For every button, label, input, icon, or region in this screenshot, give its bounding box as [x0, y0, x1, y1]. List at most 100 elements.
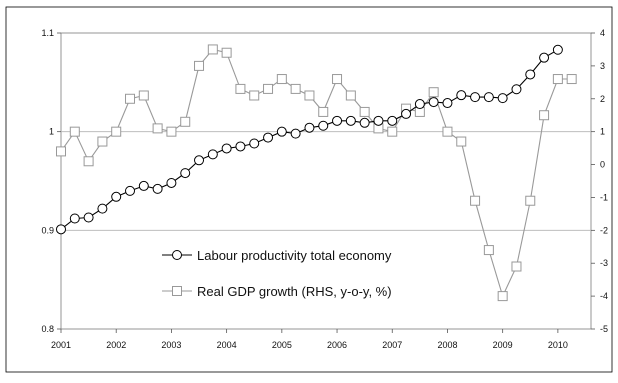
data-point-circle	[552, 44, 563, 55]
chart-outer-border	[5, 6, 613, 373]
data-point-circle	[345, 115, 356, 126]
data-point-square	[304, 90, 315, 101]
data-point-square	[442, 126, 453, 137]
data-point-square	[345, 90, 356, 101]
data-point-circle	[235, 141, 246, 152]
data-point-square	[166, 126, 177, 137]
series-labour-productivity	[56, 44, 563, 235]
data-point-square	[552, 74, 563, 85]
data-point-square	[125, 93, 136, 104]
data-point-square	[539, 110, 550, 121]
data-point-circle	[442, 98, 453, 109]
data-point-circle	[221, 143, 232, 154]
x-tick-label: 2006	[327, 340, 347, 350]
y-right-tick-label: -3	[600, 258, 608, 268]
data-point-square	[194, 60, 205, 71]
data-point-circle	[304, 122, 315, 133]
data-point-square	[180, 116, 191, 127]
gridlines	[61, 131, 591, 231]
y-left-tick-label: 0.9	[41, 225, 54, 235]
x-tick-label: 2009	[493, 340, 513, 350]
data-point-circle	[428, 97, 439, 108]
data-point-square	[497, 291, 508, 302]
series-gdp-growth	[56, 44, 577, 302]
x-tick-label: 2010	[548, 340, 568, 350]
y-left-tick-label: 1.1	[41, 28, 54, 38]
data-point-circle	[525, 69, 536, 80]
data-point-circle	[166, 177, 177, 188]
data-point-square	[428, 87, 439, 98]
y-left-tick-label: 0.8	[41, 324, 54, 334]
data-point-square	[235, 83, 246, 94]
data-point-square	[97, 136, 108, 147]
data-point-circle	[97, 203, 108, 214]
data-point-circle	[511, 84, 522, 95]
data-point-square	[69, 126, 80, 137]
x-tick-label: 2004	[217, 340, 237, 350]
y-right-tick-label: -2	[600, 225, 608, 235]
legend-label-gdp: Real GDP growth (RHS, y-o-y, %)	[197, 284, 392, 299]
data-point-square	[483, 245, 494, 256]
data-point-square	[470, 195, 481, 206]
y-right-tick-label: 2	[600, 94, 605, 104]
data-point-circle	[401, 108, 412, 119]
data-point-square	[138, 90, 149, 101]
data-point-square	[276, 74, 287, 85]
x-tick-label: 2003	[161, 340, 181, 350]
data-point-square	[56, 146, 66, 157]
data-point-square	[566, 74, 577, 85]
y-right-tick-label: -1	[600, 192, 608, 202]
data-point-circle	[263, 132, 274, 143]
data-point-circle	[539, 52, 550, 63]
data-point-square	[359, 106, 370, 117]
data-point-circle	[194, 155, 205, 166]
data-point-circle	[387, 115, 398, 126]
y-right-tick-label: 0	[600, 160, 605, 170]
data-point-circle	[56, 224, 66, 235]
data-point-circle	[414, 99, 425, 110]
plot-area-border	[60, 32, 592, 330]
y-right-tick-label: -4	[600, 291, 608, 301]
legend-marker-productivity	[172, 250, 182, 260]
data-point-circle	[373, 115, 384, 126]
data-point-square	[111, 126, 122, 137]
data-point-circle	[276, 126, 287, 137]
legend-marker-gdp	[172, 286, 182, 296]
data-point-square	[207, 44, 218, 55]
legend-box	[150, 237, 413, 309]
y-left-tick-label: 1	[49, 127, 54, 137]
data-point-circle	[497, 93, 508, 104]
y-right-tick-label: 3	[600, 61, 605, 71]
data-point-square	[525, 195, 536, 206]
data-point-circle	[290, 128, 301, 139]
data-point-square	[152, 123, 163, 134]
data-point-circle	[69, 213, 80, 224]
data-point-circle	[138, 180, 149, 191]
data-point-circle	[111, 191, 122, 202]
axis-ticks: 0.8 0.9 1 1.1 -5 -4 -3 -2 -1 0 1 2 3 4 2001 2002 2003 200…	[41, 28, 608, 350]
data-point-circle	[207, 149, 218, 160]
data-point-circle	[359, 117, 370, 128]
data-point-square	[511, 261, 522, 272]
data-point-circle	[483, 92, 494, 103]
x-tick-label: 2007	[382, 340, 402, 350]
legend-label-productivity: Labour productivity total economy	[197, 248, 392, 263]
data-point-circle	[456, 90, 467, 101]
x-tick-label: 2002	[106, 340, 126, 350]
data-point-square	[249, 90, 260, 101]
y-right-tick-label: -5	[600, 324, 608, 334]
data-point-circle	[83, 212, 94, 223]
data-point-square	[221, 47, 232, 58]
data-point-square	[318, 106, 329, 117]
y-right-tick-label: 4	[600, 28, 605, 38]
data-point-square	[83, 156, 94, 167]
data-point-circle	[332, 115, 343, 126]
data-point-square	[387, 126, 398, 137]
data-point-circle	[125, 185, 136, 196]
x-tick-label: 2005	[272, 340, 292, 350]
x-tick-label: 2008	[437, 340, 457, 350]
data-point-square	[332, 74, 343, 85]
data-point-square	[456, 136, 467, 147]
